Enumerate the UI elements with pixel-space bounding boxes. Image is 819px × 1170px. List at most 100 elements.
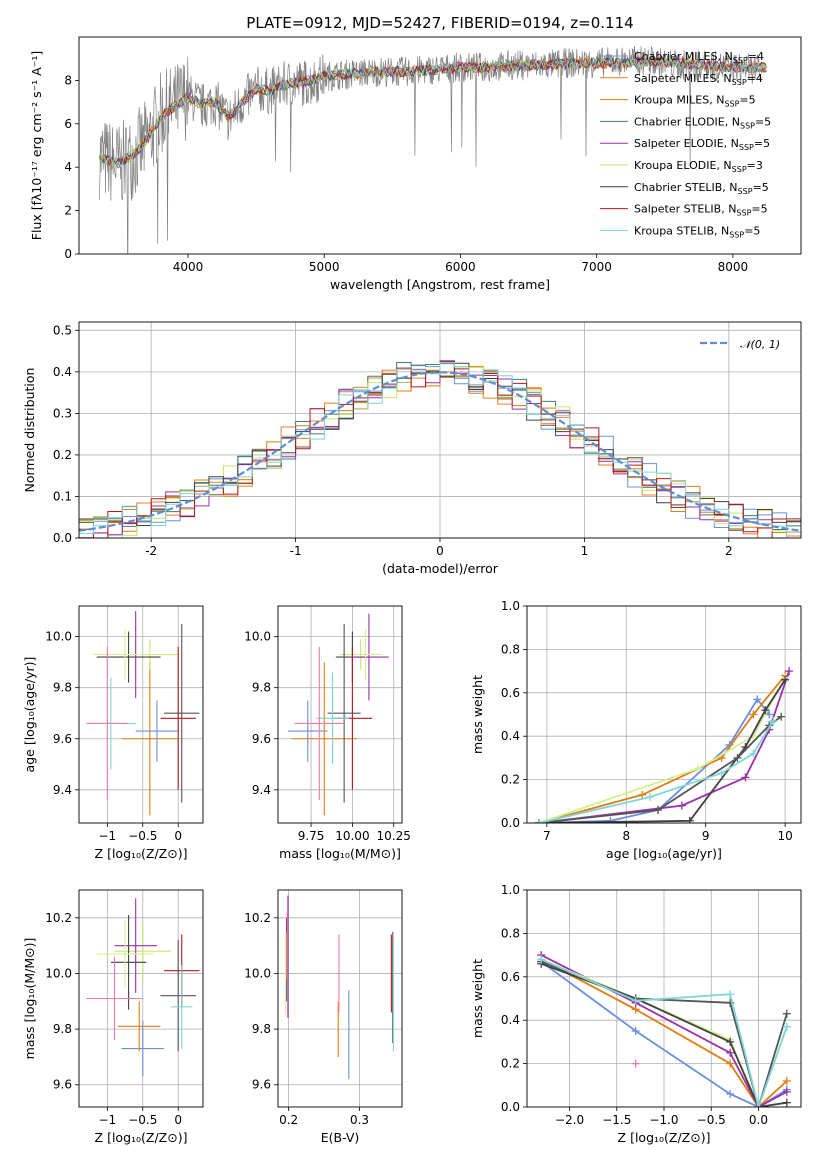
x-tick-label: 2 <box>725 544 733 558</box>
x-tick-label: 8000 <box>718 260 749 274</box>
y-tick-label: 10.0 <box>244 966 271 980</box>
spectrum-model-line <box>99 56 767 168</box>
x-tick-label: 4000 <box>173 260 204 274</box>
x-tick-label: −0.5 <box>128 829 157 843</box>
y-tick-label: 10.0 <box>45 630 72 644</box>
age_vs_mass-plot <box>287 613 389 816</box>
spectrum-model-line <box>99 55 767 165</box>
y-tick-label: 9.8 <box>53 1022 72 1036</box>
x-tick-label: −0.5 <box>697 1113 726 1127</box>
mass_vs_z-plot <box>86 898 200 1077</box>
residuals-panel: -2 -1 0 1 2 0.0 0.1 0.2 0.3 0.4 0.5 (data-model)/er… <box>22 321 802 576</box>
weight-series-line <box>538 674 786 823</box>
x-tick-label: 1 <box>581 544 589 558</box>
y-tick-label: 9.8 <box>252 681 271 695</box>
weight-series-line <box>538 670 790 823</box>
x-axis-label: Z [log₁₀(Z/Z⊙)] <box>618 1130 711 1145</box>
y-tick-label: 9.4 <box>53 783 72 797</box>
y-axis-label: Flux [fλ10⁻¹⁷ erg cm⁻² s⁻¹ A⁻¹] <box>29 51 44 240</box>
x-axis-label: age [log₁₀(age/yr)] <box>606 846 722 861</box>
histogram-line <box>79 362 801 538</box>
y-tick-label: 9.6 <box>53 732 72 746</box>
residuals-plot <box>79 360 801 538</box>
x-tick-label: 6000 <box>445 260 476 274</box>
weight_vs_z-panel: −2.0 −1.5 −1.0 −0.5 0.0 0.0 0.2 0.4 0.6 0.8 1.0 Z [… <box>470 883 802 1145</box>
y-tick-label: 2 <box>64 204 72 218</box>
mass_vs_ebv-panel: 0.2 0.3 9.6 9.8 10.0 10.2 E(B-V) <box>244 889 403 1145</box>
y-tick-label: 0.6 <box>501 970 520 984</box>
axes-frame <box>526 605 802 824</box>
legend-label: Salpeter ELODIE, NSSP=5 <box>634 137 770 152</box>
axes-frame <box>526 889 802 1108</box>
y-tick-label: 9.8 <box>53 681 72 695</box>
x-axis-label: mass [log₁₀(M/M⊙)] <box>279 846 401 861</box>
y-tick-label: 1.0 <box>501 599 520 613</box>
y-axis-label: mass weight <box>470 959 485 1038</box>
mass_vs_z-panel: −1 −0.5 0 9.6 9.8 10.0 10.2 Z [log₁₀(Z/Z⊙)] mass… <box>22 889 204 1145</box>
y-tick-label: 0.6 <box>501 686 520 700</box>
axes-frame <box>78 605 204 824</box>
axes-frame <box>78 36 802 255</box>
y-tick-label: 0.1 <box>53 489 72 503</box>
y-tick-label: 6 <box>64 117 72 131</box>
legend-label: Kroupa ELODIE, NSSP=3 <box>634 159 763 174</box>
y-tick-label: 0.8 <box>501 642 520 656</box>
y-axis-label: Normed distribution <box>22 368 37 493</box>
weight-series-line <box>538 697 770 823</box>
legend-label: Kroupa MILES, NSSP=5 <box>634 94 756 109</box>
y-tick-label: 0.4 <box>53 365 72 379</box>
x-tick-label: −0.5 <box>128 1113 157 1127</box>
legend-label: Kroupa STELIB, NSSP=5 <box>634 224 760 239</box>
y-tick-label: 9.6 <box>252 732 271 746</box>
y-tick-label: 1.0 <box>501 883 520 897</box>
x-tick-label: 0.0 <box>749 1113 768 1127</box>
weight_vs_age-panel: 7 8 9 10 0.0 0.2 0.4 0.6 0.8 1.0 age [log₁₀(age/yr… <box>470 599 802 861</box>
y-axis-label: mass weight <box>470 675 485 754</box>
x-tick-label: −1 <box>98 829 116 843</box>
weight_vs_z-plot <box>537 951 791 1107</box>
y-tick-label: 0.2 <box>501 773 520 787</box>
x-tick-label: 0.3 <box>350 1113 369 1127</box>
weight_vs_age-plot <box>534 667 794 823</box>
y-tick-label: 10.0 <box>45 966 72 980</box>
x-tick-label: 0.2 <box>279 1113 298 1127</box>
x-tick-label: 8 <box>622 829 630 843</box>
y-tick-label: 10.0 <box>244 630 271 644</box>
legend-label: Chabrier STELIB, NSSP=5 <box>634 181 769 196</box>
y-tick-label: 0.2 <box>501 1057 520 1071</box>
x-axis-label: Z [log₁₀(Z/Z⊙)] <box>95 846 188 861</box>
x-tick-label: -1 <box>290 544 302 558</box>
gaussian-reference-line <box>79 371 801 532</box>
y-tick-label: 0.0 <box>501 816 520 830</box>
weight-series-line <box>538 677 786 823</box>
spectrum-legend: Chabrier MILES, NSSP=4 Salpeter MILES, NS… <box>600 50 771 239</box>
y-tick-label: 10.2 <box>45 911 72 925</box>
x-tick-label: 10.00 <box>335 829 369 843</box>
y-tick-label: 9.6 <box>252 1078 271 1092</box>
age_vs_z-plot <box>86 611 200 816</box>
y-tick-label: 0.4 <box>501 1013 520 1027</box>
x-tick-label: −1.0 <box>649 1113 678 1127</box>
axes-frame <box>277 889 403 1108</box>
x-tick-label: −2.0 <box>555 1113 584 1127</box>
x-tick-label: 0 <box>436 544 444 558</box>
x-tick-label: 9 <box>702 829 710 843</box>
y-tick-label: 0.8 <box>501 926 520 940</box>
spectrum-panel: 4000 5000 6000 7000 8000 0 2 4 6 8 wavelength [Ang… <box>29 36 802 292</box>
y-tick-label: 4 <box>64 160 72 174</box>
x-tick-label: -2 <box>145 544 157 558</box>
age_vs_z-panel: −1 −0.5 0 9.4 9.6 9.8 10.0 Z [log₁₀(Z/Z⊙)] age [… <box>22 605 204 861</box>
y-tick-label: 0.5 <box>53 323 72 337</box>
x-tick-label: 5000 <box>309 260 340 274</box>
figure-title: PLATE=0912, MJD=52427, FIBERID=0194, z=0… <box>246 14 633 32</box>
x-tick-label: −1.5 <box>602 1113 631 1127</box>
axes-frame <box>78 889 204 1108</box>
y-tick-label: 0.0 <box>501 1100 520 1114</box>
x-tick-label: −1 <box>98 1113 116 1127</box>
x-tick-label: 7000 <box>581 260 612 274</box>
spectrum-plot <box>99 46 767 254</box>
legend-label: 𝒩(0, 1) <box>740 338 780 351</box>
x-tick-label: 10.25 <box>377 829 411 843</box>
y-tick-label: 0.0 <box>53 531 72 545</box>
